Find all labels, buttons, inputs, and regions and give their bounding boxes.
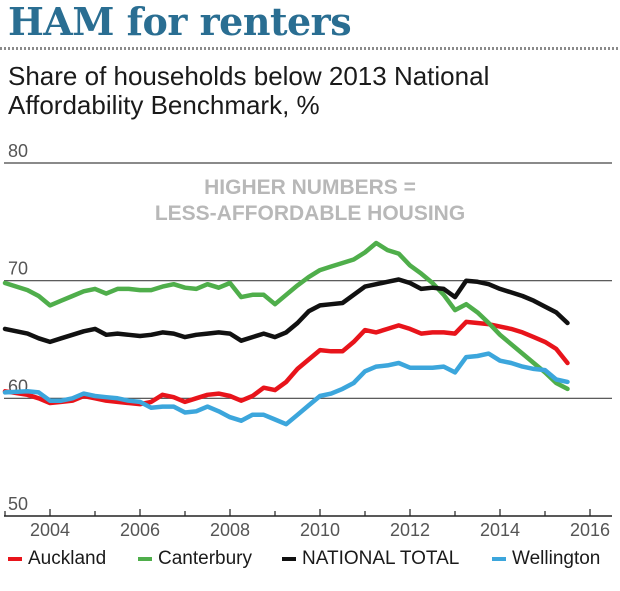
legend-swatch [282,557,296,561]
legend-item-auckland: Auckland [8,548,106,570]
series-line-auckland [2,319,570,407]
annotation-line-1: HIGHER NUMBERS = [204,176,416,199]
y-tick-label: 80 [8,141,28,161]
series-line-wellington [2,351,570,427]
x-tick-label: 2016 [570,520,610,540]
legend-item-national-total: NATIONAL TOTAL [282,548,459,570]
x-tick-label: 2010 [300,520,340,540]
legend-label: Canterbury [158,548,252,569]
legend-item-wellington: Wellington [492,548,600,570]
title-divider [0,47,620,50]
legend-label: Auckland [28,548,107,569]
x-tick-label: 2008 [210,520,250,540]
legend: Auckland Canterbury NATIONAL TOTAL Welli… [0,548,620,574]
legend-swatch [492,557,506,561]
annotation: HIGHER NUMBERS = LESS-AFFORDABLE HOUSING [155,176,465,225]
x-tick-label: 2006 [120,520,160,540]
x-tick-label: 2012 [390,520,430,540]
x-axis: 2004 2006 2008 2010 2012 2014 2016 [4,509,612,540]
series-lines [2,240,570,427]
series-line-national-total [2,277,570,345]
legend-label: Wellington [512,548,601,569]
legend-label: NATIONAL TOTAL [302,548,460,569]
x-tick-label: 2004 [30,520,70,540]
annotation-line-2: LESS-AFFORDABLE HOUSING [155,202,465,225]
legend-item-canterbury: Canterbury [138,548,252,570]
chart-subtitle: Share of households below 2013 National … [8,61,490,120]
y-tick-label: 70 [8,259,28,279]
legend-swatch [8,557,22,561]
x-tick-label: 2014 [480,520,520,540]
page-title: HAM for renters [8,0,352,44]
series-line-canterbury [2,240,570,392]
y-tick-label: 50 [8,494,28,514]
legend-swatch [138,557,152,561]
